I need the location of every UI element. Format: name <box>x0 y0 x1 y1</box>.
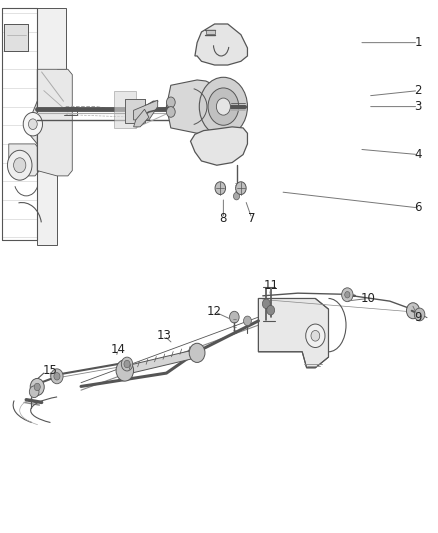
Text: 12: 12 <box>207 305 222 318</box>
Polygon shape <box>191 127 247 165</box>
Polygon shape <box>123 349 199 375</box>
Circle shape <box>14 158 26 173</box>
Circle shape <box>306 324 325 348</box>
Polygon shape <box>134 109 149 127</box>
Circle shape <box>236 182 246 195</box>
Text: 9: 9 <box>414 311 422 324</box>
Polygon shape <box>4 24 28 51</box>
Text: 6: 6 <box>414 201 422 214</box>
Circle shape <box>345 292 350 298</box>
Circle shape <box>116 360 134 381</box>
Circle shape <box>166 97 175 108</box>
Polygon shape <box>9 144 39 176</box>
Circle shape <box>166 107 175 117</box>
Polygon shape <box>166 80 228 134</box>
Text: 1: 1 <box>414 36 422 49</box>
Text: 3: 3 <box>415 100 422 113</box>
Polygon shape <box>2 8 66 245</box>
Polygon shape <box>195 24 247 65</box>
Circle shape <box>215 182 226 195</box>
Circle shape <box>7 150 32 180</box>
Polygon shape <box>37 69 72 176</box>
Circle shape <box>199 77 247 136</box>
Circle shape <box>51 369 63 384</box>
Polygon shape <box>206 30 215 34</box>
Text: 10: 10 <box>360 292 375 305</box>
Text: 4: 4 <box>414 148 422 161</box>
Circle shape <box>121 357 133 371</box>
Circle shape <box>244 316 251 326</box>
Circle shape <box>28 119 37 130</box>
Text: 13: 13 <box>157 329 172 342</box>
Text: 11: 11 <box>264 279 279 292</box>
Circle shape <box>23 112 42 136</box>
Polygon shape <box>26 93 68 144</box>
Circle shape <box>233 192 240 200</box>
Polygon shape <box>258 298 328 368</box>
Circle shape <box>189 343 205 362</box>
Polygon shape <box>114 91 136 128</box>
Text: 14: 14 <box>111 343 126 356</box>
Circle shape <box>267 305 275 315</box>
Polygon shape <box>134 100 158 120</box>
Text: 8: 8 <box>220 212 227 225</box>
Circle shape <box>124 360 130 368</box>
Circle shape <box>34 383 40 391</box>
Circle shape <box>342 288 353 302</box>
Circle shape <box>208 88 239 125</box>
Circle shape <box>54 373 60 380</box>
Circle shape <box>414 308 425 321</box>
Circle shape <box>311 330 320 341</box>
Circle shape <box>216 98 230 115</box>
Circle shape <box>29 386 39 398</box>
Circle shape <box>230 311 239 323</box>
Circle shape <box>262 299 270 309</box>
Text: 7: 7 <box>248 212 256 225</box>
Circle shape <box>30 378 44 395</box>
Text: 15: 15 <box>43 364 58 377</box>
Polygon shape <box>125 99 145 123</box>
Circle shape <box>406 303 420 319</box>
Text: 2: 2 <box>414 84 422 97</box>
